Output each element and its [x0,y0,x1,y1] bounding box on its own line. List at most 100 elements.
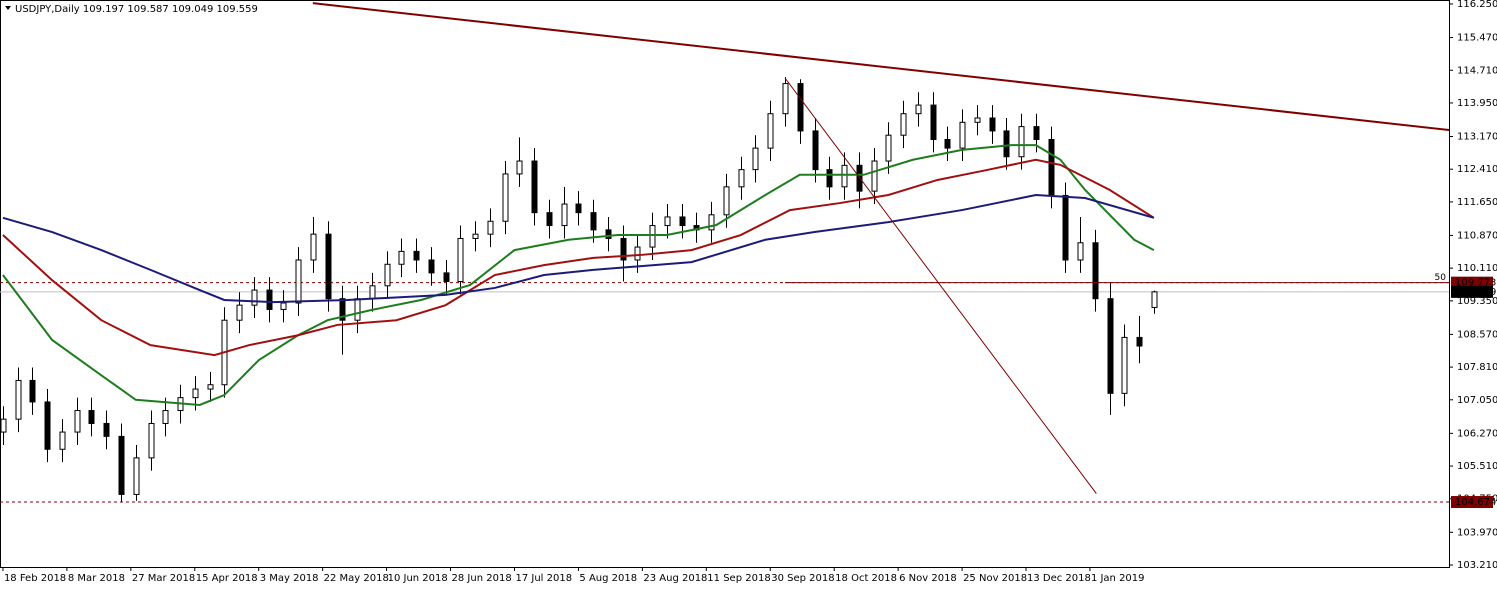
x-tick-label: 25 Nov 2018 [963,573,1027,584]
candle-body [797,83,804,132]
candle-body [369,285,376,300]
candle-body [944,139,951,149]
candle-body [207,384,214,390]
candle-body [634,246,641,261]
candle-body [649,225,656,248]
candle-body [1121,336,1128,394]
price-label: 109.559 [1455,287,1496,298]
candle-body [413,250,420,261]
candle-body [339,298,346,321]
x-tick-label: 10 Jun 2018 [388,573,448,584]
candle-body [354,298,361,321]
candle-body [841,164,848,188]
y-tick-label: 108.570 [1457,329,1497,340]
candle-body [310,233,317,261]
candle-body [443,272,450,282]
candle-body [266,289,273,310]
candle-body [871,160,878,192]
candle-body [103,422,110,437]
candle-body [930,104,937,141]
y-tick-label: 107.810 [1457,362,1497,373]
y-tick-label: 110.110 [1457,263,1497,274]
candle-body [1077,242,1084,261]
candle-body [590,212,597,231]
candle-body [767,113,774,149]
y-tick-label: 109.350 [1457,296,1497,307]
candle-body [236,304,243,321]
candle-body [487,220,494,235]
candle-body [708,214,715,231]
x-tick-label: 18 Feb 2018 [4,573,66,584]
price-box [1451,285,1493,298]
candle-body [280,302,287,310]
candle-body [605,229,612,239]
candle-body [325,233,332,300]
candle-body [162,410,169,424]
candle-body [885,134,892,162]
trendline [784,77,1097,494]
candle-body [1136,336,1143,347]
x-tick-label: 23 Aug 2018 [643,573,707,584]
candle-body [192,388,199,399]
candle-body [531,160,538,214]
candle-body [546,212,553,227]
x-tick-label: 13 Dec 2018 [1027,573,1091,584]
candle-body [133,457,140,495]
x-tick-label: 5 Aug 2018 [579,573,637,584]
candle-body [457,237,464,282]
candle-body [900,113,907,136]
candle-body [826,169,833,188]
x-tick-label: 8 Mar 2018 [68,573,125,584]
candle-body [88,410,95,424]
y-tick-label: 106.270 [1457,428,1497,439]
candle-body [1062,194,1069,261]
x-tick-label: 6 Nov 2018 [899,573,957,584]
x-tick-label: 27 Mar 2018 [132,573,195,584]
candle-body [29,379,36,403]
moving-average [2,194,1155,304]
y-tick-label: 115.470 [1457,33,1497,44]
y-tick-label: 110.870 [1457,230,1497,241]
x-tick-label: 11 Sep 2018 [707,573,770,584]
candle-body [295,259,302,304]
candle-body [44,401,51,450]
price-box [1451,496,1493,509]
candle-body [59,431,66,450]
candle-body [752,147,759,171]
candle-body [738,169,745,188]
fibo-label: 50 [1435,273,1447,283]
candle-body [664,216,671,227]
candle-body [959,121,966,149]
plot-frame [0,0,1450,568]
y-tick-label: 116.250 [1457,0,1497,10]
x-tick-label: 30 Sep 2018 [771,573,834,584]
x-tick-label: 15 Apr 2018 [196,573,258,584]
x-tick-label: 28 Jun 2018 [452,573,512,584]
candle-body [516,160,523,175]
candle-body [74,410,81,433]
price-box [1451,276,1493,289]
x-tick-label: 17 Jul 2018 [515,573,572,584]
y-tick-label: 107.050 [1457,395,1497,406]
candle-body [1107,298,1114,394]
x-tick-label: 22 May 2018 [324,573,389,584]
x-tick-label: 18 Oct 2018 [835,573,897,584]
candle-body [1048,139,1055,196]
y-tick-label: 103.970 [1457,527,1497,538]
candle-body [472,233,479,239]
candle-body [1151,291,1158,308]
candle-body [1003,130,1010,158]
x-tick-label: 3 May 2018 [260,573,319,584]
candle-body [974,117,981,123]
candle-body [782,83,789,115]
candle-body [1092,242,1099,300]
y-tick-label: 112.410 [1457,164,1497,175]
candle-body [561,203,568,227]
candle-body [1018,126,1025,158]
symbol-icon [5,6,11,10]
candle-body [915,104,922,115]
candle-body [575,203,582,214]
candle-body [148,422,155,459]
